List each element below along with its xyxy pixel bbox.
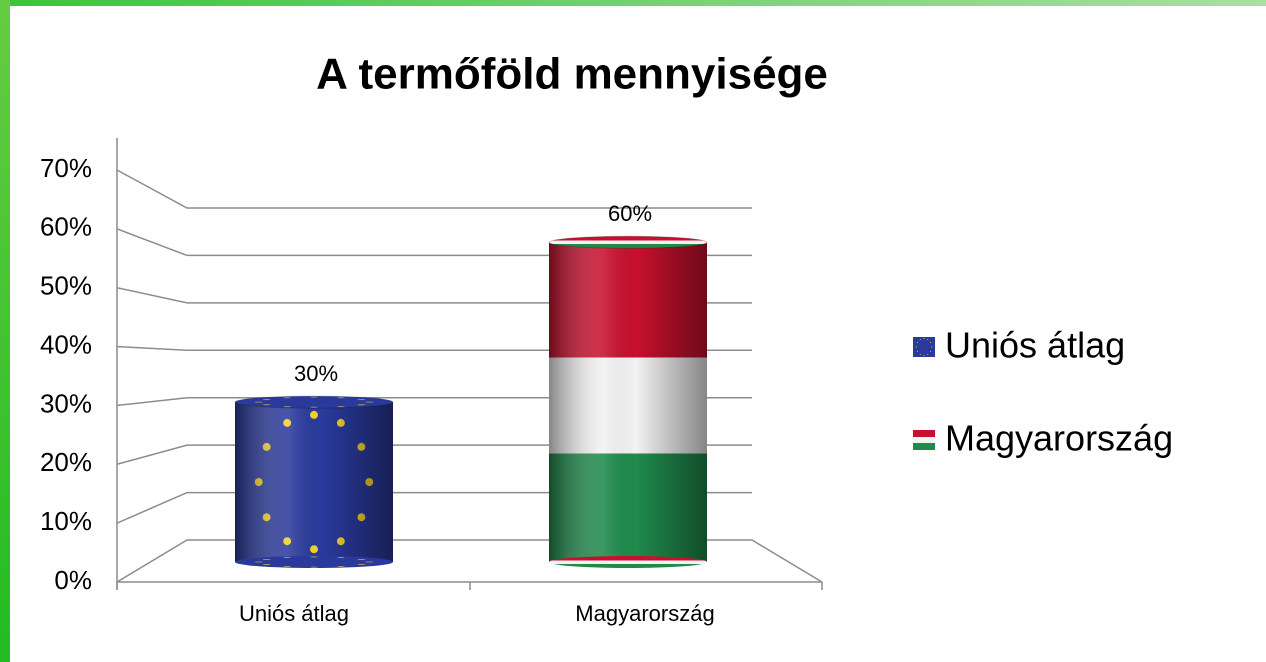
x-tick-label: Magyarország bbox=[575, 601, 714, 626]
bar-bottom bbox=[549, 556, 707, 568]
y-tick-label: 20% bbox=[40, 447, 92, 477]
legend-label: Uniós átlag bbox=[945, 325, 1125, 366]
bar-shade bbox=[549, 242, 707, 563]
y-tick-label: 70% bbox=[40, 153, 92, 183]
bar-top bbox=[548, 235, 708, 249]
y-tick-label: 30% bbox=[40, 388, 92, 418]
chart-title: A termőföld mennyisége bbox=[316, 50, 828, 99]
y-tick-label: 50% bbox=[40, 271, 92, 301]
value-label: 60% bbox=[608, 201, 652, 226]
value-label: 30% bbox=[294, 361, 338, 386]
bar-top bbox=[234, 395, 394, 409]
top-strip bbox=[0, 0, 1266, 6]
y-tick-label: 0% bbox=[54, 565, 92, 595]
grid-line bbox=[116, 169, 752, 209]
legend-swatch bbox=[913, 337, 935, 357]
x-tick-label: Uniós átlag bbox=[239, 601, 349, 626]
bar-shade bbox=[235, 402, 393, 562]
legend-swatch bbox=[913, 430, 935, 450]
bar-bottom bbox=[235, 556, 393, 568]
x-ticks bbox=[116, 582, 823, 590]
y-tick-label: 10% bbox=[40, 506, 92, 536]
y-tick-label: 40% bbox=[40, 329, 92, 359]
y-tick-label: 60% bbox=[40, 212, 92, 242]
legend-label: Magyarország bbox=[945, 418, 1173, 459]
floor bbox=[116, 539, 823, 583]
left-strip bbox=[0, 0, 10, 662]
